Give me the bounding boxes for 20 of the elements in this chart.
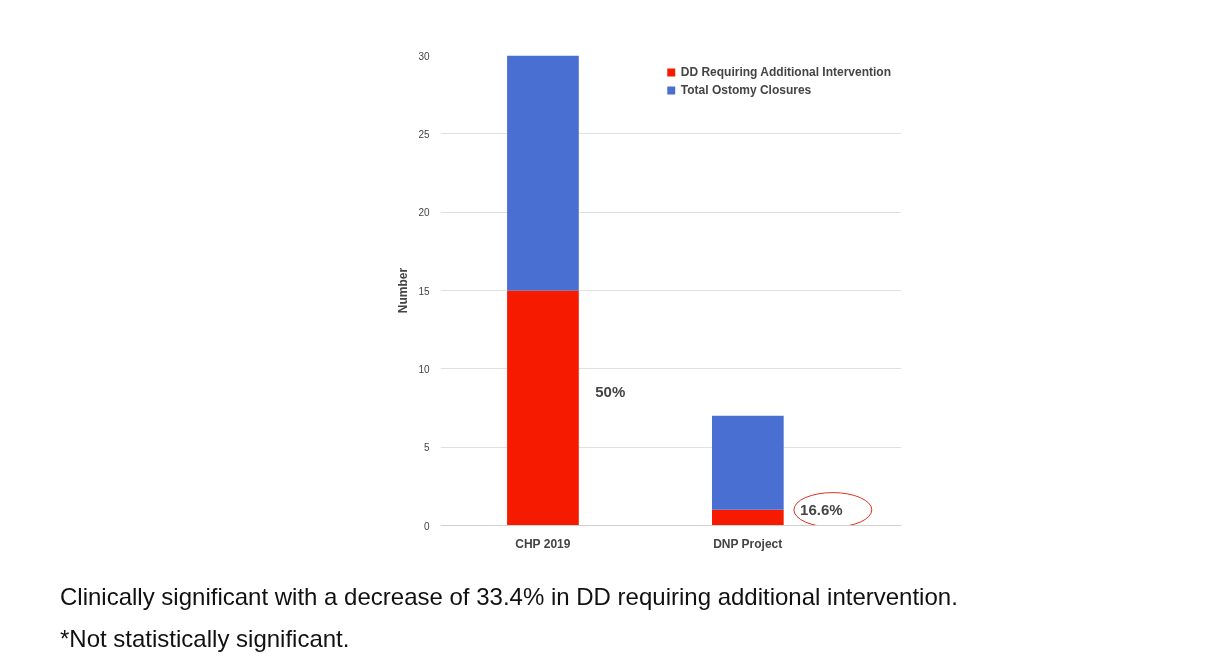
bar [507, 290, 579, 526]
y-tick-label: 15 [418, 285, 430, 297]
legend-label: DD Requiring Additional Intervention [680, 65, 891, 79]
legend-label: Total Ostomy Closures [680, 83, 812, 97]
y-axis-title: Number [396, 267, 411, 314]
bar [711, 509, 784, 526]
y-tick-label: 20 [418, 207, 430, 219]
x-tick-label: DNP Project [713, 536, 783, 551]
x-tick-label: CHP 2019 [515, 536, 571, 551]
annotation: 16.6% [800, 501, 843, 519]
y-tick-label: 25 [418, 128, 430, 140]
y-tick-label: 0 [423, 520, 430, 532]
y-tick-label: 5 [423, 442, 430, 454]
text: Clinically significant with a decrease of 33.4% in DD requiring additional intervention. [60, 582, 958, 612]
annotation: 50% [595, 383, 626, 401]
y-tick-label: 30 [418, 50, 430, 62]
bar [507, 55, 579, 291]
y-tick-label: 10 [418, 363, 430, 375]
text: *Not statistically significant. [60, 624, 351, 655]
bar [711, 415, 784, 510]
